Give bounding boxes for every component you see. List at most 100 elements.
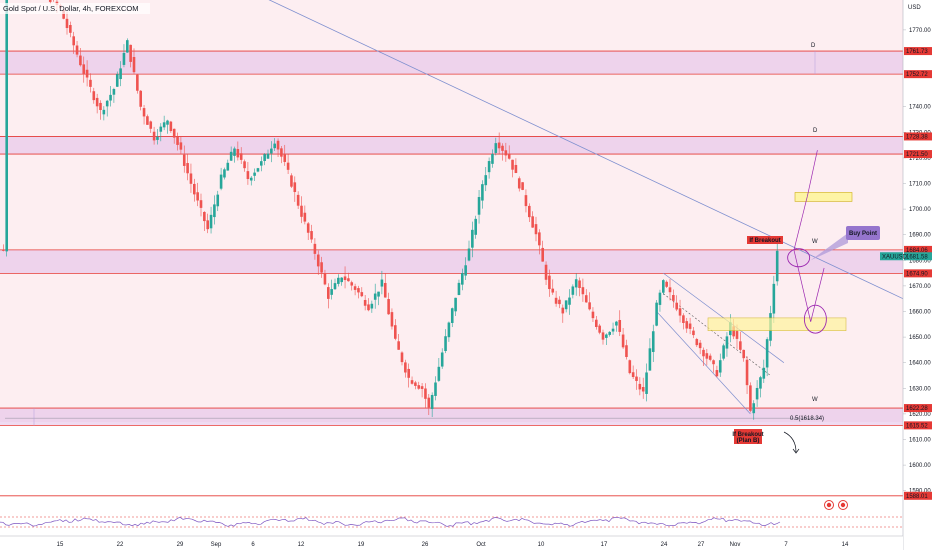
candle-body: [504, 150, 508, 156]
w-label-top: W: [812, 239, 818, 245]
candle-body: [474, 218, 477, 235]
candle-body: [219, 174, 223, 189]
candle-body: [199, 200, 203, 208]
candle-body: [249, 177, 253, 181]
candle-body: [584, 295, 588, 303]
candle-body: [340, 277, 343, 283]
candle-body: [564, 300, 568, 310]
if-breakout-plan-b-tag-line: If Breakout: [732, 432, 763, 438]
candle-body: [651, 331, 655, 352]
candle-body: [105, 100, 109, 107]
candle-body: [139, 90, 142, 107]
candle-body: [497, 142, 501, 149]
candle-body: [715, 370, 719, 377]
candles: [2, 0, 779, 420]
candle-body: [672, 295, 675, 301]
candle-body: [233, 148, 236, 156]
candle-body: [631, 372, 635, 378]
currency-label: USD: [908, 5, 921, 11]
time-tick-label: 22: [117, 542, 124, 548]
time-axis[interactable]: [0, 535, 903, 550]
candle-body: [494, 143, 498, 153]
candle-body: [179, 142, 183, 150]
candle-body: [92, 91, 96, 101]
candle-body: [166, 120, 169, 125]
candle-body: [762, 367, 766, 379]
oscillator-panel: [0, 512, 903, 532]
candle-body: [270, 148, 273, 154]
candle-body: [514, 164, 518, 173]
candle-body: [675, 302, 678, 310]
candle-body: [119, 68, 122, 80]
candle-body: [82, 64, 86, 74]
if-breakout-plan-b-tag-bg: [734, 429, 762, 444]
price-tick-label: 1720.00: [909, 156, 931, 162]
price-level-tag-bg: [904, 269, 932, 278]
candle-body: [749, 385, 752, 411]
candle-body: [524, 195, 528, 207]
zone-d-upper: [0, 51, 903, 75]
candle-body: [752, 403, 756, 414]
candle-body: [621, 334, 625, 348]
candle-body: [162, 122, 166, 128]
candle-body: [635, 376, 638, 381]
candle-body: [2, 250, 5, 251]
oscillator-background: [0, 512, 903, 532]
candle-body: [444, 336, 447, 352]
candle-body: [306, 223, 310, 233]
candle-body: [283, 154, 287, 162]
buy-point-label: Buy Point: [849, 231, 877, 237]
time-ticks: 15 22 29 Sep 6 12 19 26 Oct 10 17 24 27 Nov 7 14: [57, 542, 849, 548]
candle-body: [407, 368, 410, 378]
candle-body: [641, 387, 645, 392]
price-level-tag-bg: [904, 404, 932, 413]
candle-body: [692, 330, 695, 336]
candle-body: [517, 178, 521, 189]
candle-body: [420, 386, 424, 389]
candle-body: [558, 299, 561, 305]
breakout-circle: [787, 248, 811, 268]
candle-body: [367, 304, 370, 311]
candle-body: [521, 182, 524, 190]
candle-body: [327, 287, 330, 299]
candle-body: [226, 162, 230, 171]
price-level-tag: 1684.06: [906, 248, 928, 254]
candle-body: [759, 377, 762, 389]
candle-body: [645, 372, 648, 394]
candle-body: [136, 74, 139, 91]
time-tick-label: 17: [601, 542, 608, 548]
candle-body: [541, 247, 544, 262]
candle-body: [548, 275, 551, 290]
candle-body: [735, 331, 739, 339]
candle-body: [223, 169, 226, 178]
candle-body: [353, 286, 357, 290]
candle-body: [467, 248, 471, 261]
fib-05-label: 0.5(1618.34): [790, 416, 824, 422]
candle-body: [588, 302, 591, 310]
price-level-tag-bg: [904, 132, 932, 141]
candle-body: [481, 184, 484, 201]
candle-body: [196, 192, 199, 201]
candle-body: [85, 69, 89, 78]
time-tick-label: 19: [358, 542, 365, 548]
candle-body: [628, 360, 632, 374]
zone-breakout: [0, 249, 903, 274]
candle-body: [176, 136, 179, 145]
candle-body: [172, 128, 176, 138]
price-tick-label: 1590.00: [909, 489, 931, 495]
d-label-mid: D: [813, 128, 818, 134]
price-tick-label: 1670.00: [909, 284, 931, 290]
price-tick-label: 1650.00: [909, 335, 931, 341]
candle-body: [528, 205, 531, 218]
candle-body: [471, 229, 474, 248]
candle-body: [276, 140, 280, 150]
candle-body: [387, 299, 390, 315]
candle-body: [454, 297, 457, 312]
buy-point-pointer: [810, 233, 848, 261]
candle-body: [531, 216, 534, 228]
candle-body: [146, 116, 149, 125]
candle-body: [72, 36, 75, 46]
candle-body: [615, 321, 618, 326]
candle-body: [487, 161, 491, 173]
